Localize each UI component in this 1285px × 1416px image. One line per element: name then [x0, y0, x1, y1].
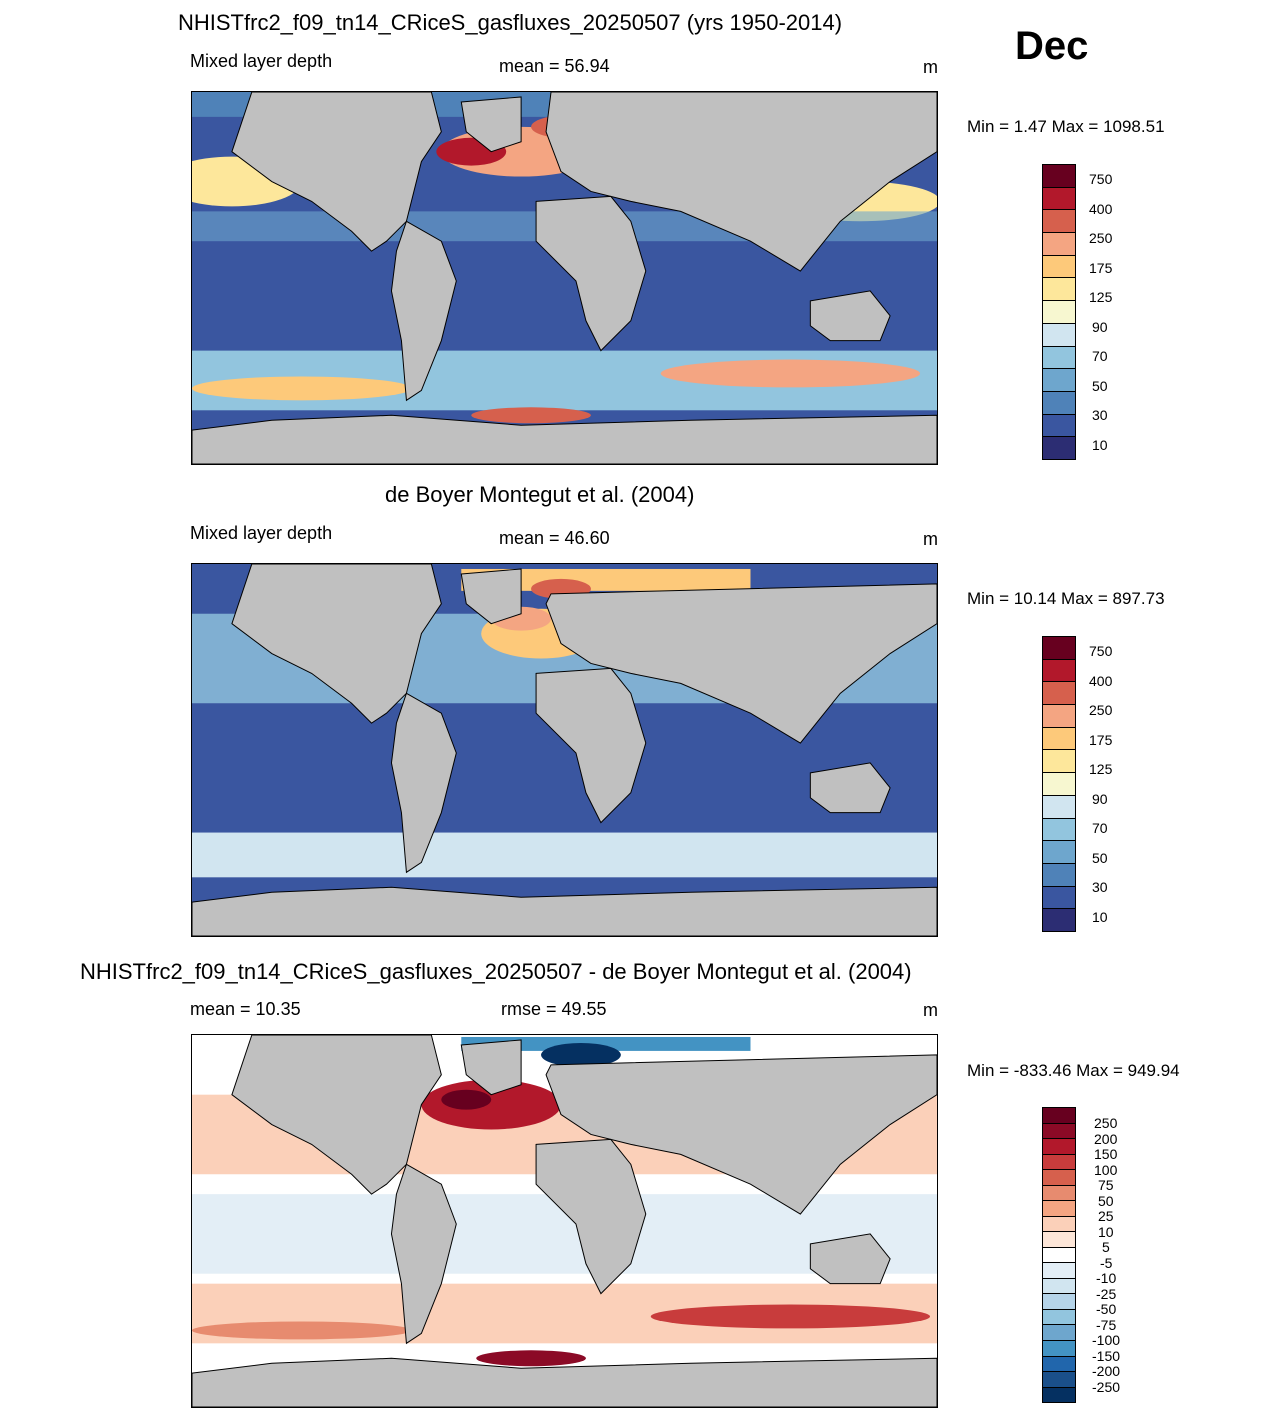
panel-2-variable-label: Mixed layer depth: [190, 523, 333, 543]
colorbar-label: -5: [1100, 1255, 1113, 1271]
panel-3-title: NHISTfrc2_f09_tn14_CRiceS_gasfluxes_2025…: [80, 959, 912, 984]
colorbar-label: 125: [1089, 289, 1113, 305]
colorbar-label: 150: [1094, 1146, 1118, 1162]
colorbar-label: -10: [1096, 1270, 1117, 1286]
panel-1-minmax-label: Min = 1.47 Max = 1098.51: [967, 117, 1165, 136]
colorbar-label: 250: [1089, 230, 1113, 246]
colorbar-label: 750: [1089, 171, 1113, 187]
panel-3-map-svg: [192, 1035, 937, 1407]
panel-2-map: [191, 563, 938, 937]
panel-2-units-label: m: [923, 529, 938, 549]
colorbar-label: 400: [1089, 673, 1113, 689]
panel-3-rmse-label: rmse = 49.55: [501, 999, 607, 1019]
panel-3-mean-label: mean = 10.35: [190, 999, 301, 1019]
colorbar-label: 10: [1098, 1224, 1114, 1240]
colorbar-label: 30: [1092, 879, 1108, 895]
panel-2-minmax-label: Min = 10.14 Max = 897.73: [967, 589, 1165, 608]
panel-3-map: [191, 1034, 938, 1408]
colorbar-label: -150: [1092, 1348, 1121, 1364]
colorbar-label: 50: [1092, 378, 1108, 394]
panel-1-map: [191, 91, 938, 465]
colorbar-label: 50: [1092, 850, 1108, 866]
panel-2-map-svg: [192, 564, 937, 936]
colorbar-label: 75: [1098, 1177, 1114, 1193]
panel-1-title: NHISTfrc2_f09_tn14_CRiceS_gasfluxes_2025…: [178, 10, 843, 35]
colorbar-label: 50: [1098, 1193, 1114, 1209]
colorbar-label: 200: [1094, 1131, 1118, 1147]
colorbar-label: 30: [1092, 407, 1108, 423]
panel-1-colorbar: [1042, 164, 1076, 460]
colorbar-label: -75: [1096, 1317, 1117, 1333]
colorbar-label: 750: [1089, 643, 1113, 659]
colorbar-label: 90: [1092, 791, 1108, 807]
colorbar-label: 175: [1089, 260, 1113, 276]
panel-2-colorbar: [1042, 636, 1076, 932]
colorbar-label: -100: [1092, 1332, 1121, 1348]
colorbar-label: 250: [1094, 1115, 1118, 1131]
colorbar-label: 125: [1089, 761, 1113, 777]
colorbar-label: 70: [1092, 348, 1108, 364]
colorbar-label: -25: [1096, 1286, 1117, 1302]
panel-1-map-svg: [192, 92, 937, 464]
colorbar-label: -250: [1092, 1379, 1121, 1395]
panel-3-colorbar: [1042, 1107, 1076, 1403]
colorbar-label: 175: [1089, 732, 1113, 748]
colorbar-label: -200: [1092, 1363, 1121, 1379]
panel-3-units-label: m: [923, 1000, 938, 1020]
panel-2-title: de Boyer Montegut et al. (2004): [385, 482, 695, 507]
panel-1-variable-label: Mixed layer depth: [190, 51, 333, 71]
month-label: Dec: [1015, 24, 1089, 68]
colorbar-label: 250: [1089, 702, 1113, 718]
colorbar-label: 5: [1102, 1239, 1110, 1255]
colorbar-label: 400: [1089, 201, 1113, 217]
panel-1-mean-label: mean = 56.94: [499, 56, 610, 76]
colorbar-label: 10: [1092, 909, 1108, 925]
colorbar-label: -50: [1096, 1301, 1117, 1317]
colorbar-label: 90: [1092, 319, 1108, 335]
panel-2-mean-label: mean = 46.60: [499, 528, 610, 548]
panel-1-units-label: m: [923, 57, 938, 77]
colorbar-label: 25: [1098, 1208, 1114, 1224]
colorbar-label: 70: [1092, 820, 1108, 836]
panel-3-minmax-label: Min = -833.46 Max = 949.94: [967, 1061, 1180, 1080]
colorbar-label: 100: [1094, 1162, 1118, 1178]
colorbar-label: 10: [1092, 437, 1108, 453]
